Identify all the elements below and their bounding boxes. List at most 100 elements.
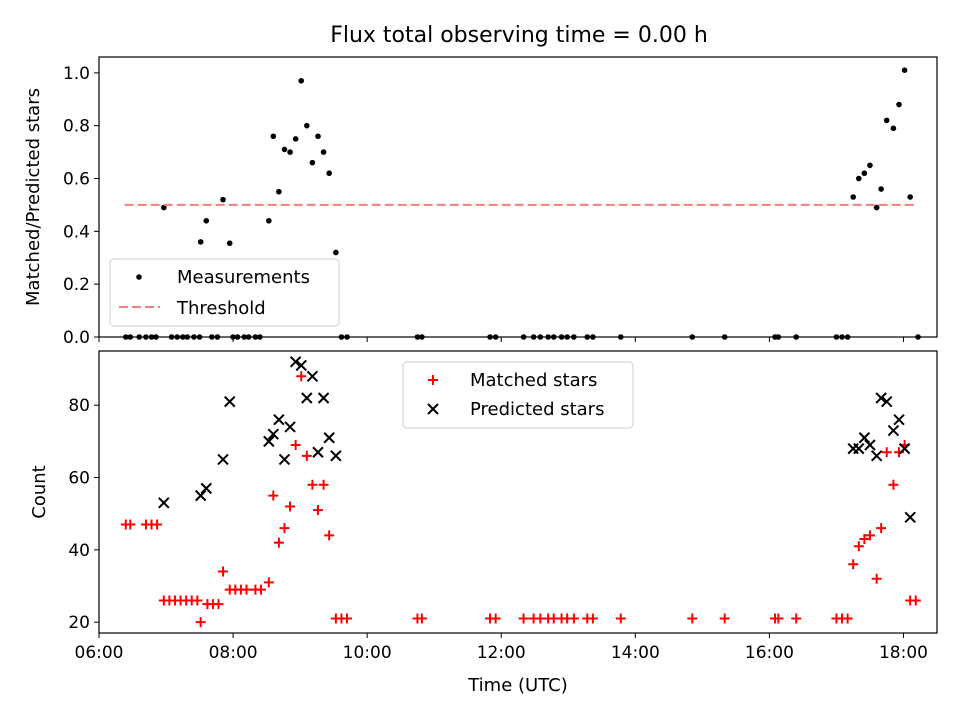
measurement-point	[270, 133, 277, 140]
matched-star-point	[241, 584, 252, 595]
measurement-point	[287, 149, 293, 155]
measurement-point	[197, 239, 204, 245]
matched-star-point	[312, 505, 323, 516]
x-tick-label: 16:00	[745, 643, 794, 663]
measurement-point	[878, 186, 884, 192]
matched-star-point	[910, 595, 921, 606]
legend-box	[402, 361, 634, 429]
predicted-star-point	[317, 392, 330, 404]
y-tick-label: 80	[68, 396, 90, 416]
matched-star-point	[256, 584, 267, 595]
matched-star-point	[318, 479, 329, 490]
measurement-point	[901, 67, 908, 74]
axes-frame	[98, 56, 938, 338]
measurement-point	[855, 175, 862, 182]
measurement-point	[320, 149, 327, 155]
measurement-point	[220, 196, 226, 203]
matched-star-point	[773, 613, 784, 624]
matched-star-point	[881, 447, 892, 458]
measurement-point	[890, 125, 897, 132]
matched-star-point	[719, 613, 730, 624]
matched-star-point	[192, 595, 203, 606]
legend-label-threshold: Threshold	[176, 298, 266, 319]
matched-star-point	[218, 566, 229, 577]
legend-label-predicted: Predicted stars	[470, 399, 604, 420]
y-tick-label: 20	[68, 613, 90, 633]
matched-star-point	[871, 573, 882, 584]
matched-star-point	[290, 440, 301, 450]
predicted-star-point	[858, 432, 871, 444]
x-tick-label: 10:00	[343, 643, 392, 663]
measurement-point	[907, 194, 913, 200]
axes-frame	[98, 350, 938, 634]
matched-star-point	[307, 479, 318, 490]
matched-star-point	[263, 577, 274, 588]
matched-star-point	[791, 613, 802, 624]
x-tick-label: 18:00	[879, 643, 928, 663]
matched-star-point	[273, 537, 284, 548]
predicted-star-point	[224, 395, 236, 408]
x-axis-label: Time (UTC)	[467, 675, 568, 696]
predicted-star-point	[898, 442, 911, 455]
legend-label-matched: Matched stars	[470, 370, 597, 391]
y-tick-label: 0.8	[63, 117, 90, 137]
predicted-star-point	[306, 370, 319, 383]
matched-star-point	[888, 479, 899, 490]
x-tick-label: 06:00	[75, 643, 124, 663]
legend-box	[109, 258, 340, 327]
predicted-star-point	[295, 359, 307, 372]
measurement-point	[873, 204, 880, 211]
predicted-star-point	[330, 450, 342, 462]
predicted-star-point	[904, 511, 916, 524]
matched-star-point	[848, 559, 859, 570]
predicted-star-point	[267, 428, 280, 440]
matched-star-point	[864, 530, 875, 541]
x-tick-label: 14:00	[611, 643, 660, 663]
measurement-point	[226, 240, 233, 247]
matched-star-point	[324, 530, 335, 541]
predicted-star-point	[263, 435, 275, 448]
x-tick-label: 12:00	[477, 643, 526, 663]
predicted-star-point	[194, 489, 207, 502]
legend-label-measurements: Measurements	[177, 267, 310, 288]
predicted-star-point	[217, 453, 229, 466]
predicted-star-point	[853, 442, 865, 455]
matched-star-point	[587, 613, 598, 624]
y-tick-label: 40	[68, 541, 90, 561]
measurement-point	[333, 249, 339, 256]
predicted-star-point	[200, 482, 212, 495]
legend: Measurements Threshold	[109, 258, 340, 327]
matched-star-point	[615, 613, 626, 624]
measurement-point	[315, 133, 321, 140]
measurement-point	[309, 159, 316, 166]
matched-star-point	[876, 523, 887, 534]
measurement-point	[203, 217, 210, 224]
legend-marker-predicted	[427, 403, 439, 415]
predicted-star-point	[278, 453, 291, 466]
measurement-point	[896, 101, 902, 108]
matched-star-point	[152, 519, 163, 530]
measurement-point	[281, 146, 288, 153]
y-tick-label: 0.4	[63, 222, 90, 242]
predicted-star-point	[875, 392, 887, 404]
matched-star-point	[859, 534, 870, 544]
matched-star-point	[853, 541, 864, 552]
predicted-star-point	[273, 413, 285, 426]
x-tick-label: 08:00	[209, 643, 258, 663]
y-tick-label: 0.0	[63, 328, 90, 348]
measurement-point	[276, 188, 282, 195]
predicted-star-point	[887, 424, 900, 437]
bottom-panel: 06:00 08:00 10:00 12:00 14:00 16:00 18:00 20 40 6…	[29, 350, 938, 696]
predicted-star-point	[881, 395, 893, 408]
matched-star-point	[416, 613, 427, 624]
predicted-star-point	[289, 356, 302, 368]
measurement-point	[292, 136, 299, 142]
matched-star-point	[568, 613, 579, 624]
measurement-point	[304, 122, 310, 129]
matched-star-point	[279, 523, 290, 534]
matched-star-point	[213, 599, 224, 610]
matched-star-point	[195, 617, 206, 628]
matched-star-point	[518, 613, 529, 624]
legend: Matched stars Predicted stars	[402, 361, 634, 429]
